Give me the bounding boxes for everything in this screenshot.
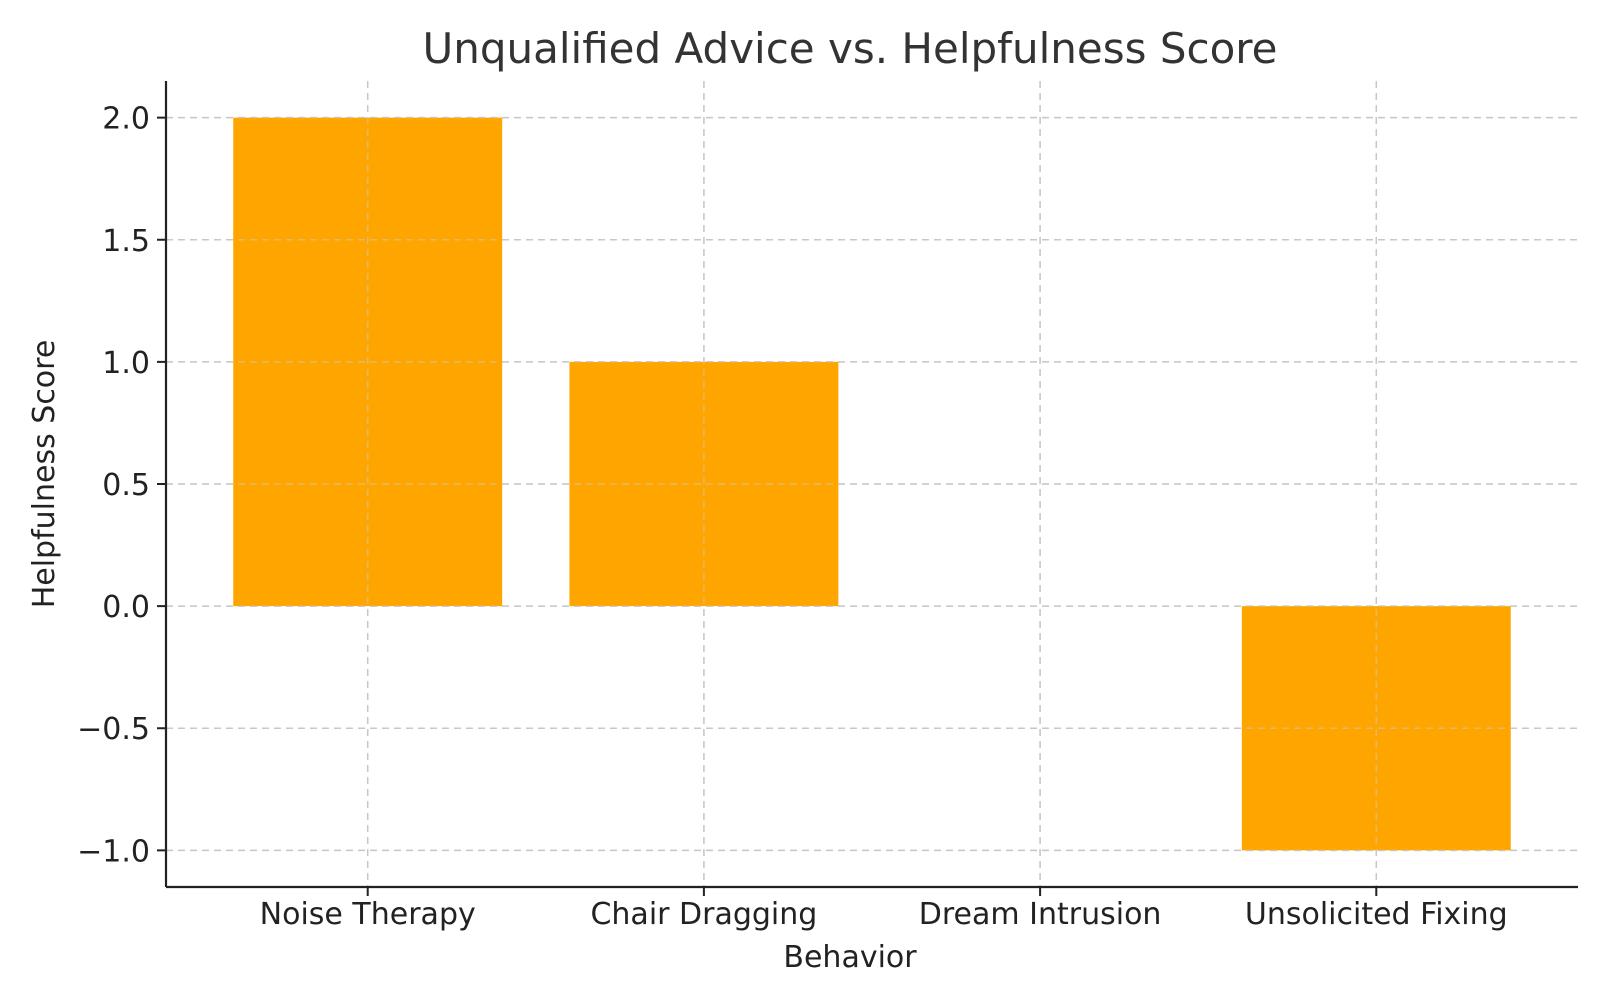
y-tick-label: 1.0 bbox=[102, 346, 150, 381]
x-axis-label: Behavior bbox=[783, 940, 917, 975]
y-tick-label: 0.0 bbox=[102, 590, 150, 625]
x-tick-label: Unsolicited Fixing bbox=[1245, 897, 1508, 932]
x-tick-label: Noise Therapy bbox=[260, 897, 476, 932]
y-tick-label: 2.0 bbox=[102, 102, 150, 137]
tick-layer: −1.0 −0.5 0.0 0.5 1.0 1.5 2.0 Noise Therapy Chai… bbox=[77, 102, 1508, 932]
y-tick-label: −0.5 bbox=[77, 712, 150, 747]
x-tick-label: Dream Intrusion bbox=[919, 897, 1162, 932]
grid-overlay bbox=[166, 81, 1578, 887]
y-tick-label: 0.5 bbox=[102, 468, 150, 503]
y-tick-label: −1.0 bbox=[77, 834, 150, 869]
x-tick-label: Chair Dragging bbox=[590, 897, 817, 932]
bar-layer bbox=[166, 81, 1578, 887]
chart-title: Unqualified Advice vs. Helpfulness Score bbox=[423, 24, 1278, 73]
y-axis-label: Helpfulness Score bbox=[27, 340, 62, 609]
y-tick-label: 1.5 bbox=[102, 224, 150, 259]
